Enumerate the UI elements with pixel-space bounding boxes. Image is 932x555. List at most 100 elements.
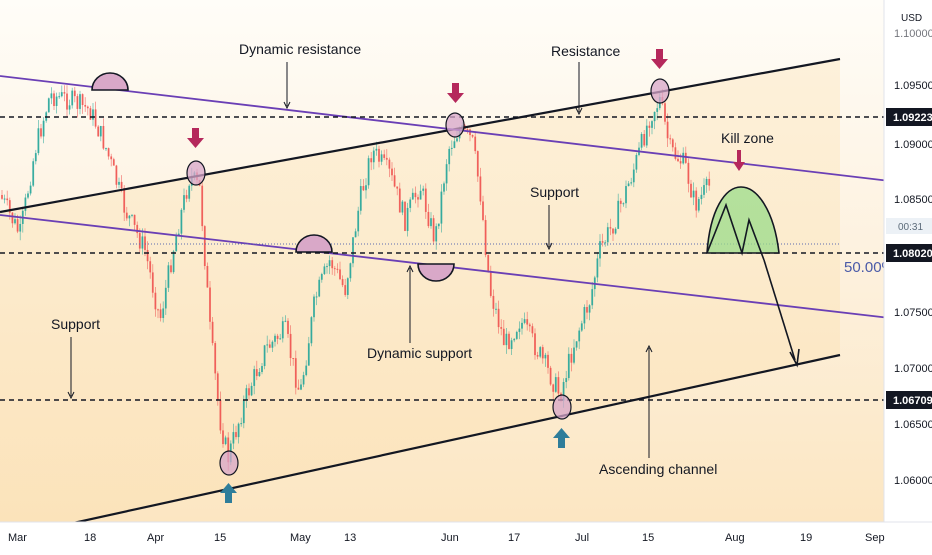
down-arrow-icon xyxy=(651,49,668,69)
resistance-label: Resistance xyxy=(551,43,620,59)
candle-body xyxy=(497,308,500,328)
price-tick: 1.07000 xyxy=(894,363,932,375)
timer-badge xyxy=(886,218,932,234)
candle-body xyxy=(705,178,708,186)
candle-body xyxy=(372,150,375,163)
candle-body xyxy=(92,109,94,120)
candle-body xyxy=(120,181,123,189)
candle-body xyxy=(336,268,339,270)
candle-body xyxy=(466,129,469,131)
price-tick-partial: 1.10000 xyxy=(894,28,932,40)
candle-body xyxy=(370,158,373,163)
price-tick: 1.07500 xyxy=(894,307,932,319)
candle-body xyxy=(305,365,308,376)
candle-body xyxy=(552,384,555,392)
candle-body xyxy=(279,338,282,340)
candle-body xyxy=(687,162,690,184)
candle-body xyxy=(346,278,349,295)
down-arrow-icon xyxy=(447,83,464,103)
candle-body xyxy=(666,121,669,139)
touch-marker xyxy=(552,394,572,420)
touch-point-markers xyxy=(186,78,670,476)
candle-body xyxy=(224,437,227,445)
candles-group xyxy=(1,85,711,471)
candle-body xyxy=(352,237,354,264)
candle-body xyxy=(318,279,321,297)
price-badge-1-06709 xyxy=(886,391,932,409)
half-circle-marker xyxy=(91,72,129,91)
candle-body xyxy=(105,148,107,150)
candle-body xyxy=(484,220,487,256)
candle-body xyxy=(313,296,315,318)
candle-body xyxy=(383,154,386,158)
candle-body xyxy=(515,331,518,339)
signal-arrows xyxy=(187,49,745,503)
candle-body xyxy=(445,164,448,184)
candle-body xyxy=(375,148,378,151)
kill-zone-drawing xyxy=(706,186,800,368)
touch-marker xyxy=(186,160,206,186)
candle-body xyxy=(89,108,92,120)
kill-zone-shape xyxy=(706,186,780,254)
candle-body xyxy=(188,185,191,199)
candle-body xyxy=(502,328,505,346)
candle-body xyxy=(671,139,674,148)
down-arrow-icon xyxy=(733,150,745,171)
date-tick: 19 xyxy=(800,532,812,544)
candle-body xyxy=(271,341,274,348)
candle-body xyxy=(255,369,258,377)
candle-body xyxy=(669,138,672,140)
candle-body xyxy=(651,121,653,128)
candle-body xyxy=(112,159,115,166)
dynamic-support-label: Dynamic support xyxy=(367,345,472,361)
candle-body xyxy=(404,201,406,231)
time-axis: Mar 18 Apr 15 May 13 Jun 17 Jul 15 Aug 1… xyxy=(0,521,932,550)
candle-body xyxy=(71,90,74,106)
down-arrow-icon xyxy=(187,128,204,148)
candle-body xyxy=(222,430,224,445)
candle-body xyxy=(565,378,568,383)
candle-body xyxy=(81,94,84,106)
price-tick: 1.09000 xyxy=(894,139,932,151)
date-tick: 15 xyxy=(642,532,654,544)
candle-body xyxy=(219,400,222,431)
candle-body xyxy=(97,126,100,137)
candle-body xyxy=(609,227,612,229)
candle-body xyxy=(281,321,284,339)
candle-body xyxy=(185,195,188,199)
candle-body xyxy=(19,223,22,232)
candle-body xyxy=(479,176,482,202)
candle-body xyxy=(487,255,490,272)
candle-body xyxy=(214,343,217,374)
timer-label: 00:31 xyxy=(898,222,923,233)
candle-body xyxy=(664,103,666,122)
candle-body xyxy=(227,437,230,463)
time-axis-background xyxy=(0,522,884,550)
candle-body xyxy=(359,186,362,211)
candle-body xyxy=(588,305,591,313)
candle-body xyxy=(326,266,328,268)
candle-body xyxy=(206,266,209,288)
date-tick: Mar xyxy=(8,532,27,544)
candle-body xyxy=(474,136,477,152)
candle-body xyxy=(622,203,625,205)
candle-body xyxy=(692,190,695,198)
candle-body xyxy=(448,148,451,165)
candle-body xyxy=(8,200,11,213)
price-tick: 1.06500 xyxy=(894,419,932,431)
candle-body xyxy=(50,93,53,99)
candle-body xyxy=(557,377,560,394)
candle-body xyxy=(378,148,380,162)
candle-body xyxy=(164,287,167,309)
candle-body xyxy=(440,191,443,224)
candle-body xyxy=(123,188,126,213)
candle-body xyxy=(284,320,287,322)
candle-body xyxy=(201,185,204,227)
candle-body xyxy=(492,295,495,309)
candle-body xyxy=(149,261,152,273)
candle-body xyxy=(60,92,63,97)
candle-body xyxy=(614,228,617,234)
dynamic-resistance-label: Dynamic resistance xyxy=(239,41,361,57)
candle-body xyxy=(183,195,185,210)
